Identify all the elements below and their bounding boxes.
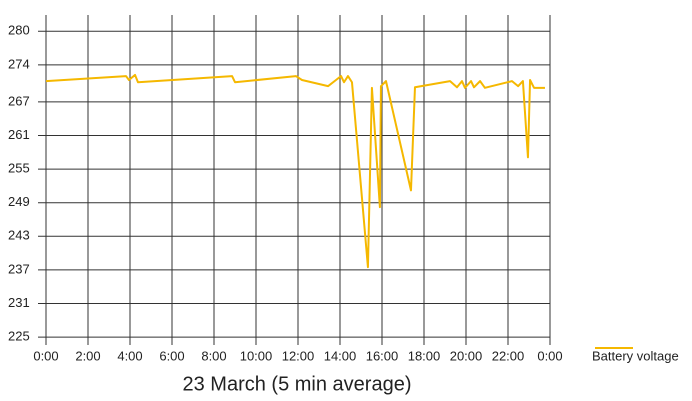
x-tick-label: 12:00 xyxy=(282,348,315,363)
y-tick-label: 267 xyxy=(8,93,30,108)
y-tick-label: 231 xyxy=(8,295,30,310)
y-tick-label: 255 xyxy=(8,161,30,176)
y-tick-label: 237 xyxy=(8,261,30,276)
y-tick-label: 280 xyxy=(8,23,30,38)
y-tick-label: 274 xyxy=(8,56,30,71)
y-tick-label: 225 xyxy=(8,329,30,344)
x-tick-label: 2:00 xyxy=(75,348,100,363)
x-tick-label: 22:00 xyxy=(492,348,525,363)
y-tick-label: 249 xyxy=(8,194,30,209)
legend-label: Battery voltage xyxy=(592,348,679,363)
x-tick-label: 8:00 xyxy=(201,348,226,363)
y-tick-label: 261 xyxy=(8,127,30,142)
x-tick-label: 16:00 xyxy=(366,348,399,363)
chart-title: 23 March (5 min average) xyxy=(183,373,412,395)
x-tick-label: 6:00 xyxy=(159,348,184,363)
x-tick-label: 4:00 xyxy=(117,348,142,363)
x-tick-label: 10:00 xyxy=(240,348,273,363)
x-tick-label: 18:00 xyxy=(408,348,441,363)
data-line xyxy=(45,73,545,269)
y-tick-label: 243 xyxy=(8,228,30,243)
x-tick-label: 0:00 xyxy=(33,348,58,363)
x-tick-label: 20:00 xyxy=(450,348,483,363)
x-tick-label: 0:00 xyxy=(537,348,562,363)
x-tick-label: 14:00 xyxy=(324,348,357,363)
